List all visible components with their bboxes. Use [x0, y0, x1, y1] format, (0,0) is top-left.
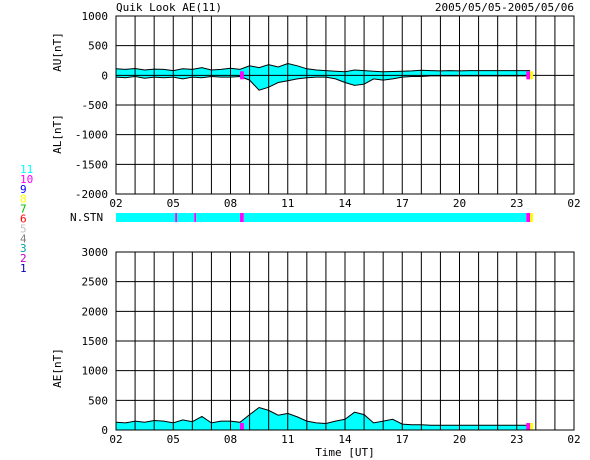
aual-ytick-label: 0 [101, 69, 108, 82]
aual-ytick-label: -1500 [75, 158, 108, 171]
aual-frame [115, 15, 575, 195]
ae-ytick-label: 500 [88, 394, 108, 407]
legend-number: 4 [20, 232, 27, 245]
aual-xtick-label: 14 [338, 197, 352, 210]
station-count-panel [116, 213, 533, 222]
al-line [115, 75, 531, 91]
station-count-segment [526, 213, 531, 222]
aual-xtick-label: 08 [224, 197, 237, 210]
station-count-label: N.STN [70, 211, 103, 224]
station-count-segment [116, 213, 176, 222]
legend-number: 8 [20, 193, 27, 206]
ae-station-marker [530, 423, 533, 430]
legend-number: 7 [20, 203, 27, 216]
station-count-segment [196, 213, 241, 222]
au-al-station-marker [240, 71, 244, 80]
legend-number: 6 [20, 213, 27, 226]
plot-title: Quik Look AE(11) [116, 1, 222, 14]
station-count-segment [194, 213, 197, 222]
au-axis-label: AU[nT] [51, 32, 64, 72]
aual-ytick-label: 500 [88, 40, 108, 53]
ae-area [116, 407, 531, 430]
al-axis-label: AL[nT] [51, 114, 64, 154]
legend-number: 11 [20, 163, 33, 176]
legend-number: 10 [20, 173, 33, 186]
ae-ytick-label: 2500 [82, 276, 109, 289]
station-count-segment [240, 213, 244, 222]
station-count-segment [177, 213, 195, 222]
time-axis-label: Time [UT] [315, 446, 375, 459]
ae-xtick-label: 11 [281, 433, 294, 446]
legend-number: 2 [20, 252, 27, 265]
aual-xtick-label: 23 [510, 197, 523, 210]
ae-ytick-label: 3000 [82, 246, 109, 259]
ae-frame [115, 251, 575, 431]
aual-xtick-label: 17 [396, 197, 409, 210]
ae-station-marker [240, 423, 244, 430]
aual-ytick-label: 1000 [82, 10, 109, 23]
date-range: 2005/05/05-2005/05/06 [435, 1, 574, 14]
aual-xtick-label: 02 [109, 197, 122, 210]
ae-xtick-label: 20 [453, 433, 466, 446]
au-area [116, 63, 531, 76]
legend-number: 9 [20, 183, 27, 196]
station-count-segment [530, 213, 533, 222]
ae-ytick-label: 2000 [82, 305, 109, 318]
legend-number: 1 [20, 262, 27, 275]
ae-xtick-label: 02 [109, 433, 122, 446]
aual-ytick-label: -1000 [75, 129, 108, 142]
ae-station-marker [526, 423, 531, 430]
ae-xtick-label: 05 [167, 433, 180, 446]
ae-ytick-label: 0 [101, 424, 108, 437]
ae-xtick-label: 17 [396, 433, 409, 446]
station-count-segment [243, 213, 527, 222]
legend-number: 5 [20, 222, 27, 235]
ae-ytick-label: 1500 [82, 335, 109, 348]
aual-ytick-label: -500 [82, 99, 109, 112]
ae-xtick-label: 23 [510, 433, 523, 446]
ae-ytick-label: 1000 [82, 365, 109, 378]
ae-xtick-label: 14 [338, 433, 352, 446]
ae-xtick-label: 08 [224, 433, 237, 446]
aual-xtick-label: 20 [453, 197, 466, 210]
ae-axis-label: AE[nT] [51, 348, 64, 388]
ae-xtick-label: 02 [567, 433, 580, 446]
legend-number: 3 [20, 242, 27, 255]
aual-xtick-label: 11 [281, 197, 294, 210]
aual-xtick-label: 02 [567, 197, 580, 210]
au-al-station-marker [530, 71, 533, 80]
aual-ytick-label: -2000 [75, 188, 108, 201]
aual-xtick-label: 05 [167, 197, 180, 210]
station-count-segment [175, 213, 178, 222]
au-al-station-marker [526, 71, 531, 80]
